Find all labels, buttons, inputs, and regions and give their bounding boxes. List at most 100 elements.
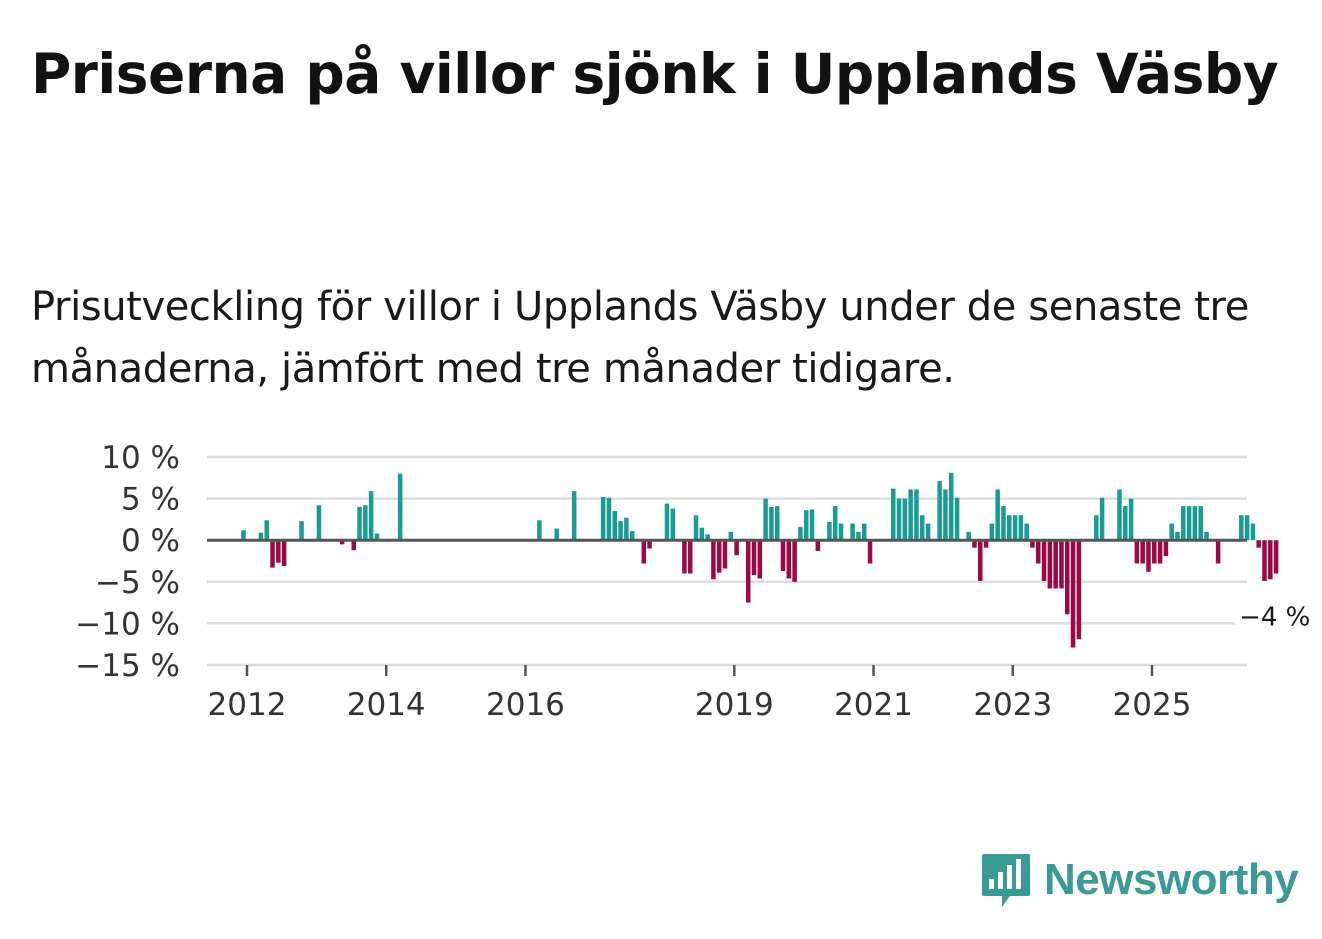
bar	[1140, 540, 1145, 564]
bar	[687, 540, 693, 574]
bar	[711, 540, 716, 580]
bar	[629, 531, 635, 541]
x-tick-label: 2025	[1113, 687, 1192, 723]
bar	[890, 488, 896, 541]
y-tick-label: −10 %	[75, 606, 180, 642]
bar	[1012, 515, 1018, 541]
brand-name: Newsworthy	[1044, 855, 1299, 904]
x-tick-label: 2021	[834, 687, 913, 723]
y-tick-label: −15 %	[75, 648, 180, 684]
bar	[554, 528, 560, 541]
bar	[827, 521, 832, 541]
bar	[972, 540, 977, 548]
bar	[339, 540, 345, 545]
bar	[919, 515, 925, 541]
bar	[780, 540, 786, 571]
bar	[374, 533, 380, 541]
bar	[925, 523, 931, 541]
bar	[258, 532, 264, 541]
bar	[1117, 489, 1122, 541]
chart-title: Priserna på villor sjönk i Upplands Väsb…	[31, 42, 1279, 106]
newsworthy-chart-bubble-icon	[982, 854, 1030, 907]
bar	[1123, 506, 1128, 541]
last-value-label: −4 %	[1239, 602, 1310, 632]
bar	[1169, 523, 1174, 541]
bar	[995, 489, 1000, 541]
bar	[1024, 523, 1029, 541]
bar	[363, 505, 368, 541]
bar	[786, 540, 792, 579]
x-axis: 2012 2014 2016 2019 2021 2023 2025	[208, 665, 1192, 723]
bars	[241, 472, 1279, 648]
bar	[902, 498, 908, 541]
y-tick-label: 5 %	[121, 482, 180, 518]
bar	[1239, 515, 1244, 541]
bar	[1059, 540, 1064, 589]
bar	[299, 521, 304, 541]
bar	[734, 540, 739, 556]
bar	[693, 515, 699, 541]
bar	[316, 505, 322, 541]
bar	[571, 491, 577, 541]
bar	[774, 506, 780, 541]
newsworthy-logo: Newsworthy	[980, 850, 1299, 910]
bar	[1099, 497, 1105, 541]
chart-subtitle: Prisutveckling för villor i Upplands Väs…	[31, 284, 1249, 392]
bar	[1134, 540, 1140, 564]
bar	[850, 523, 855, 541]
bar	[351, 540, 357, 551]
bar	[264, 520, 269, 541]
bar	[1065, 540, 1070, 615]
bar	[1268, 540, 1273, 580]
bar	[612, 511, 618, 541]
price-change-bar-chart: 10 %5 %0 %−5 %−10 %−15 % 2012 2014 2016 201…	[75, 440, 1316, 723]
bar	[1094, 515, 1099, 541]
bar	[751, 540, 757, 576]
bar	[1128, 498, 1134, 541]
bar	[914, 489, 919, 541]
bar	[722, 540, 728, 569]
bar	[798, 526, 803, 541]
bar	[1192, 506, 1198, 541]
x-tick-label: 2016	[486, 687, 565, 723]
y-tick-label: 10 %	[101, 440, 180, 476]
bar	[832, 506, 838, 541]
bar	[1076, 540, 1082, 640]
bar	[1262, 540, 1267, 581]
bar	[867, 540, 873, 564]
bar	[1157, 540, 1163, 564]
bar	[1175, 531, 1180, 541]
bar	[699, 527, 705, 541]
bar	[705, 534, 710, 541]
bar	[397, 473, 403, 541]
bar	[896, 498, 902, 541]
bar	[989, 523, 995, 541]
bar	[1181, 506, 1186, 541]
bar	[757, 540, 763, 579]
bar	[1273, 540, 1279, 574]
y-tick-label: −5 %	[95, 565, 180, 601]
x-tick-label: 2012	[208, 687, 287, 723]
bar	[1047, 540, 1053, 589]
bar	[908, 489, 913, 541]
y-tick-label: 0 %	[121, 523, 180, 559]
x-tick-label: 2014	[347, 687, 426, 723]
bar	[1018, 515, 1024, 541]
bar	[769, 506, 774, 541]
bar	[241, 530, 246, 541]
bar	[664, 503, 670, 541]
bar	[606, 497, 612, 541]
bar	[1163, 540, 1169, 557]
bar	[624, 517, 629, 541]
bar	[838, 523, 844, 541]
annotation: −4 %	[1235, 599, 1316, 634]
bar	[716, 540, 722, 573]
bar	[1146, 540, 1151, 572]
bar	[954, 497, 960, 541]
bar	[641, 540, 647, 564]
bar	[1198, 506, 1203, 541]
bar	[270, 540, 275, 568]
bar	[1053, 540, 1058, 589]
bar	[1256, 540, 1261, 548]
bar	[1215, 540, 1221, 564]
